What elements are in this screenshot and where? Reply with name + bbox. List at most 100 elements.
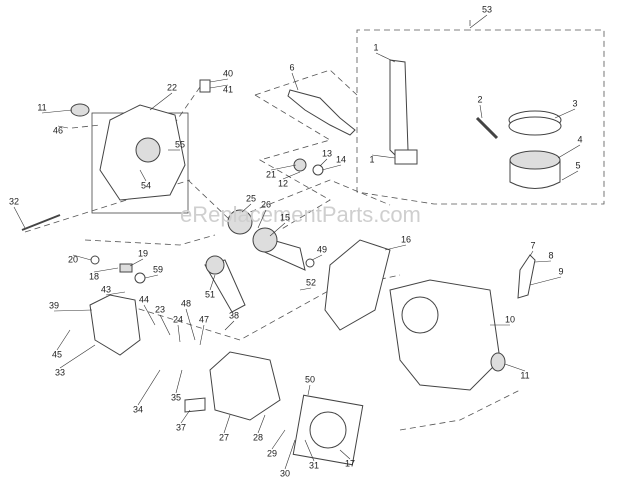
callout-label: 6 <box>289 62 294 72</box>
cylinder-head <box>209 351 281 421</box>
governor <box>312 164 324 176</box>
gear <box>293 158 307 172</box>
leader-line <box>241 203 252 213</box>
assembly-line <box>71 124 101 129</box>
callout-label: 30 <box>280 468 290 478</box>
callout-label: 55 <box>175 139 185 149</box>
callout-label: 20 <box>68 254 78 264</box>
cam-gear <box>252 227 278 253</box>
assembly-line <box>187 179 391 221</box>
leader-line <box>180 409 191 424</box>
leader-line <box>307 384 311 396</box>
leader-line <box>319 158 328 167</box>
leader-line <box>504 363 526 372</box>
callout-label: 4 <box>577 134 582 144</box>
leader-line <box>469 14 488 29</box>
bracket <box>184 397 206 413</box>
seal <box>70 103 90 117</box>
leader-line <box>311 254 323 261</box>
callout-label: 51 <box>205 289 215 299</box>
leader-line <box>321 164 342 171</box>
callout-label: 31 <box>309 460 319 470</box>
callout-label: 50 <box>305 374 315 384</box>
leader-line <box>57 125 69 129</box>
leader-line <box>59 344 96 369</box>
callout-label: 38 <box>229 310 239 320</box>
leader-line <box>534 260 552 263</box>
callout-label: 59 <box>153 264 163 274</box>
leader-line <box>41 109 73 114</box>
callout-label: 52 <box>306 277 316 287</box>
leader-line <box>479 104 483 119</box>
leader-line <box>159 314 171 336</box>
callout-label: 12 <box>278 178 288 188</box>
crankshaft <box>287 89 356 136</box>
callout-label: 53 <box>482 4 492 14</box>
leader-line <box>93 267 119 273</box>
assembly-line <box>254 69 358 96</box>
leader-line <box>384 244 407 251</box>
leader-line <box>557 144 581 159</box>
leader-line <box>137 369 161 406</box>
callout-label: 41 <box>223 84 233 94</box>
callout-label: 25 <box>246 193 256 203</box>
lever <box>517 254 536 299</box>
leader-line <box>271 429 286 450</box>
callout-label: 40 <box>223 68 233 78</box>
callout-label: 22 <box>167 82 177 92</box>
callout-label: 43 <box>101 284 111 294</box>
callout-label: 18 <box>89 271 99 281</box>
leader-line <box>299 287 312 291</box>
leader-line <box>223 414 231 434</box>
assembly-line <box>254 94 331 231</box>
leader-line <box>105 291 126 296</box>
callout-label: 15 <box>280 212 290 222</box>
valve-cover <box>89 294 141 356</box>
assembly-line <box>399 389 521 431</box>
leader-line <box>375 52 396 63</box>
group-box <box>356 20 605 205</box>
cylinder-bore <box>401 296 439 334</box>
assembly-line <box>84 234 216 246</box>
callout-label: 23 <box>155 304 165 314</box>
washer <box>134 272 146 284</box>
callout-label: 32 <box>9 196 19 206</box>
callout-label: 37 <box>176 422 186 432</box>
spring <box>119 263 133 273</box>
connecting-rod <box>389 59 409 159</box>
leader-line <box>284 439 296 470</box>
leader-line <box>129 258 144 267</box>
leader-line <box>529 250 534 257</box>
callout-label: 14 <box>336 154 346 164</box>
callout-label: 3 <box>572 98 577 108</box>
callout-label: 24 <box>173 314 183 324</box>
leader-line <box>139 169 147 182</box>
leader-line <box>209 84 229 89</box>
rod-cap <box>394 149 418 165</box>
leader-line <box>270 164 297 171</box>
callout-label: 26 <box>261 199 271 209</box>
callout-label: 8 <box>548 250 553 260</box>
leader-line <box>291 72 299 91</box>
leader-line <box>209 78 229 83</box>
callout-label: 2 <box>477 94 482 104</box>
leader-line <box>269 222 286 237</box>
leader-line <box>529 276 562 286</box>
leader-line <box>53 309 93 312</box>
gear <box>205 255 225 275</box>
callout-label: 46 <box>53 125 63 135</box>
callout-label: 27 <box>219 432 229 442</box>
leader-line <box>185 308 196 341</box>
callout-label: 11 <box>37 102 46 112</box>
callout-label: 16 <box>401 234 411 244</box>
leader-line <box>209 274 216 291</box>
leader-line <box>224 320 235 331</box>
seal <box>490 352 506 372</box>
callout-label: 35 <box>171 392 181 402</box>
callout-label: 19 <box>138 248 148 258</box>
callout-label: 34 <box>133 404 143 414</box>
callout-label: 17 <box>345 458 355 468</box>
dipstick <box>21 214 61 231</box>
gasket-bore <box>309 411 347 449</box>
